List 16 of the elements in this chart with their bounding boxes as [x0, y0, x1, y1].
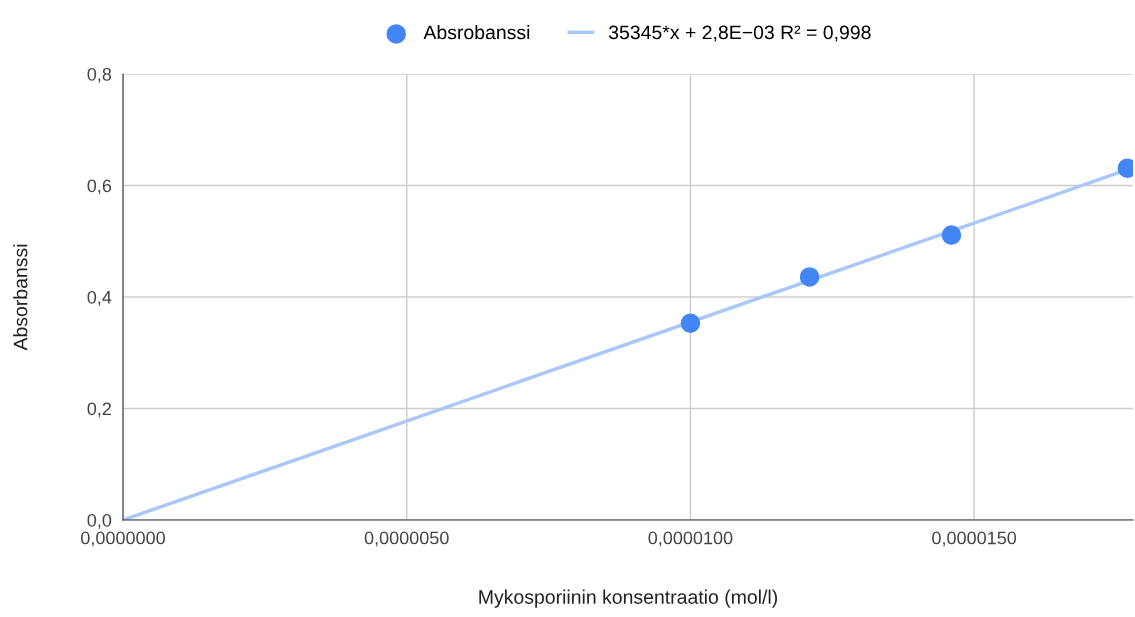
legend-label: Absrobanssi [423, 24, 530, 40]
x-tick-label: 0,0000150 [932, 531, 1017, 547]
legend-label: 35345*x + 2,8E−03 R² = 0,998 [608, 25, 871, 42]
y-axis-title: Absorbanssi [13, 244, 28, 351]
y-tick-label: 0,2 [87, 402, 111, 418]
point [680, 313, 701, 333]
x-tick-label: 0,0000100 [648, 531, 733, 547]
x-tick-label: 0,0000000 [81, 531, 165, 547]
y-tick-label: 0,8 [87, 67, 112, 83]
point [799, 267, 820, 287]
y-tick-label: 0,4 [87, 290, 112, 306]
y-tick-label: 0,0 [87, 513, 112, 529]
y-tick-label: 0,6 [87, 179, 112, 195]
x-axis-title: Mykosporiinin konsentraatio (mol/l) [479, 589, 778, 608]
point [941, 225, 962, 245]
x-tick-label: 0,0000050 [364, 531, 449, 547]
